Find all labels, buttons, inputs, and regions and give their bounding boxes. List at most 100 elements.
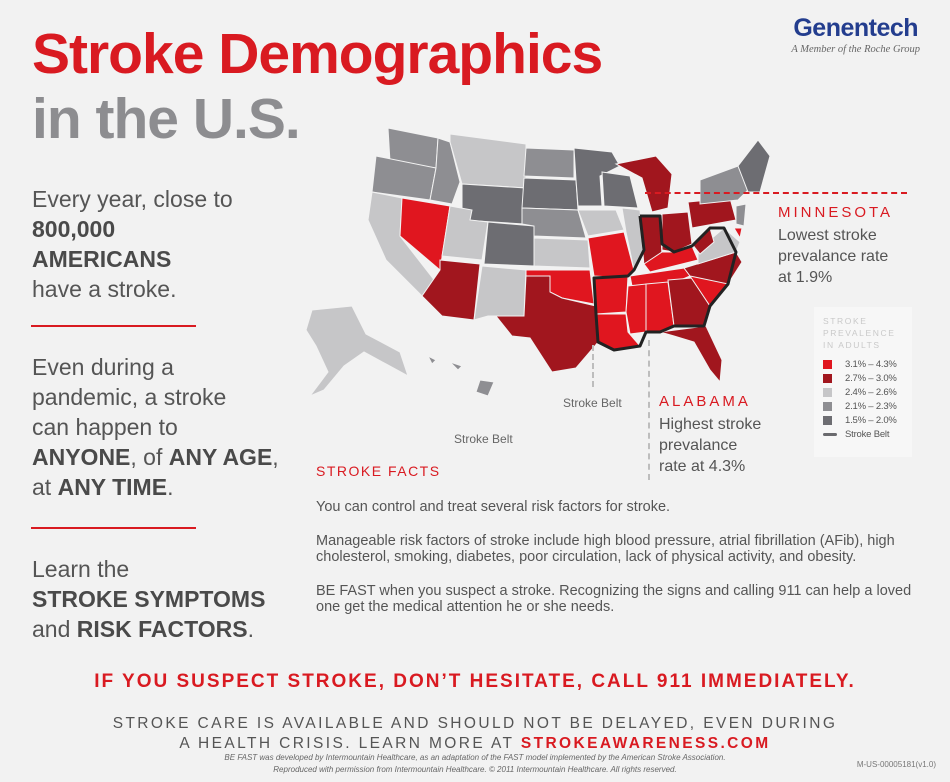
- us-map-svg: [305, 127, 771, 398]
- stroke-belt-label: Stroke Belt: [454, 432, 513, 446]
- fine-print-line: Reproduced with permission from Intermou…: [273, 765, 677, 774]
- brand-name: Genentech: [793, 14, 919, 42]
- legend-swatch: [823, 359, 832, 369]
- stat-number: 800,000: [32, 216, 116, 242]
- state-mississippi: [625, 283, 647, 335]
- legend-swatch: [823, 415, 832, 425]
- state-delaware: [733, 227, 743, 240]
- pandemic-line: Even during a: [32, 354, 174, 380]
- legend-label: 3.1% – 4.3%: [845, 358, 897, 370]
- callout-line: rate at 4.3%: [659, 458, 746, 475]
- fact-paragraph: BE FAST when you suspect a stroke. Recog…: [316, 582, 912, 616]
- state-new-mexico: [473, 265, 527, 321]
- facts-body: You can control and treat several risk f…: [316, 499, 916, 633]
- state-alaska: [305, 305, 409, 398]
- alabama-pointer: [648, 340, 650, 480]
- us-prevalence-map: [290, 120, 771, 450]
- learn-line: Learn the: [32, 556, 130, 582]
- stat-line: Every year, close to: [32, 186, 233, 212]
- text: .: [247, 616, 254, 642]
- call-911-banner: IF YOU SUSPECT STROKE, DON’T HESITATE, C…: [94, 671, 856, 692]
- state-colorado: [483, 221, 535, 267]
- stroke-belt-pointer: [592, 345, 594, 387]
- state-wyoming: [461, 183, 527, 225]
- pandemic-line: can happen to: [32, 414, 178, 440]
- text: , of: [130, 444, 169, 470]
- legend-label: 2.7% – 3.0%: [845, 372, 897, 384]
- state-new-york: [699, 165, 749, 205]
- legend-item: 1.5% – 2.0%: [823, 414, 903, 426]
- state-north-dakota: [523, 147, 575, 179]
- state-wisconsin: [601, 171, 639, 209]
- fine-print-line: BE FAST was developed by Intermountain H…: [224, 753, 726, 762]
- pandemic-block: Even during a pandemic, a stroke can hap…: [32, 352, 312, 502]
- legend-swatch: [823, 387, 832, 397]
- stroke-belt-label: Stroke Belt: [563, 396, 622, 410]
- awareness-message: STROKE CARE IS AVAILABLE AND SHOULD NOT …: [0, 714, 950, 754]
- learn-block: Learn the STROKE SYMPTOMS and RISK FACTO…: [32, 554, 312, 644]
- callout-line: Highest stroke: [659, 416, 762, 433]
- callout-state: ALABAMA: [659, 393, 751, 410]
- separator: [31, 325, 196, 327]
- state-kansas: [533, 237, 591, 269]
- stat-subject: AMERICANS: [32, 246, 172, 272]
- document-code: M-US-00005181(v1.0): [856, 760, 936, 769]
- stat-line: have a stroke.: [32, 276, 177, 302]
- legend-label: 1.5% – 2.0%: [845, 414, 897, 426]
- state-hawaii-2: [449, 361, 463, 371]
- legend-title: STROKE: [823, 316, 868, 326]
- callout-line: Lowest stroke: [778, 227, 877, 244]
- fine-print: BE FAST was developed by Intermountain H…: [0, 752, 950, 776]
- state-arizona: [421, 259, 481, 321]
- text: .: [167, 474, 174, 500]
- callout-state: MINNESOTA: [778, 204, 894, 221]
- state-arkansas: [593, 275, 629, 315]
- state-texas: [494, 275, 601, 373]
- emphasis-risk-factors: RISK FACTORS: [76, 616, 248, 642]
- state-hawaii: [426, 354, 437, 365]
- legend-swatch: [823, 373, 832, 383]
- state-iowa: [577, 209, 625, 237]
- state-montana: [449, 133, 527, 189]
- stroke-belt-line-icon: [823, 432, 837, 436]
- title-line-2: in the U.S.: [32, 87, 301, 151]
- emphasis-anyone: ANYONE: [32, 444, 131, 470]
- text: and: [32, 616, 77, 642]
- map-legend: STROKE PREVALENCE IN ADULTS 3.1% – 4.3% …: [814, 307, 912, 457]
- facts-heading: STROKE FACTS: [316, 463, 441, 479]
- callout-line: prevalance rate: [778, 248, 889, 265]
- minnesota-callout: MINNESOTA Lowest stroke prevalance rate …: [778, 204, 893, 288]
- strokeawareness-link[interactable]: STROKEAWARENESS.COM: [520, 735, 771, 752]
- state-new-jersey: [735, 203, 747, 227]
- alabama-callout: ALABAMA Highest stroke prevalance rate a…: [659, 393, 761, 477]
- callout-line: at 1.9%: [778, 269, 833, 286]
- legend-title: IN ADULTS: [823, 340, 881, 350]
- fact-paragraph: You can control and treat several risk f…: [316, 499, 671, 515]
- genentech-logo: Genentech A Member of the Roche Group: [791, 14, 920, 56]
- separator: [31, 527, 196, 529]
- title-line-1: Stroke Demographics: [32, 22, 603, 86]
- legend-label: Stroke Belt: [845, 428, 890, 440]
- legend-swatch: [823, 401, 832, 411]
- state-hawaii-3: [475, 379, 495, 397]
- legend-title: PREVALENCE: [823, 328, 896, 338]
- fact-paragraph: Manageable risk factors of stroke includ…: [316, 532, 895, 566]
- state-minnesota: [573, 147, 621, 207]
- text: at: [32, 474, 58, 500]
- legend-label: 2.1% – 2.3%: [845, 400, 897, 412]
- emphasis-any-time: ANY TIME: [57, 474, 168, 500]
- stroke-belt-outline: [592, 214, 738, 352]
- minnesota-pointer: [645, 192, 907, 194]
- awareness-line: STROKE CARE IS AVAILABLE AND SHOULD NOT …: [112, 715, 838, 732]
- legend-item-stroke-belt: Stroke Belt: [823, 428, 903, 440]
- emphasis-symptoms: STROKE SYMPTOMS: [32, 586, 266, 612]
- state-michigan: [614, 155, 673, 213]
- legend-item: 2.1% – 2.3%: [823, 400, 903, 412]
- emphasis-any-age: ANY AGE: [168, 444, 273, 470]
- pandemic-line: pandemic, a stroke: [32, 384, 227, 410]
- state-new-england: [737, 139, 771, 193]
- stat-block: Every year, close to 800,000 AMERICANS h…: [32, 184, 312, 304]
- legend-item: 2.4% – 2.6%: [823, 386, 903, 398]
- legend-label: 2.4% – 2.6%: [845, 386, 897, 398]
- state-florida: [659, 325, 723, 384]
